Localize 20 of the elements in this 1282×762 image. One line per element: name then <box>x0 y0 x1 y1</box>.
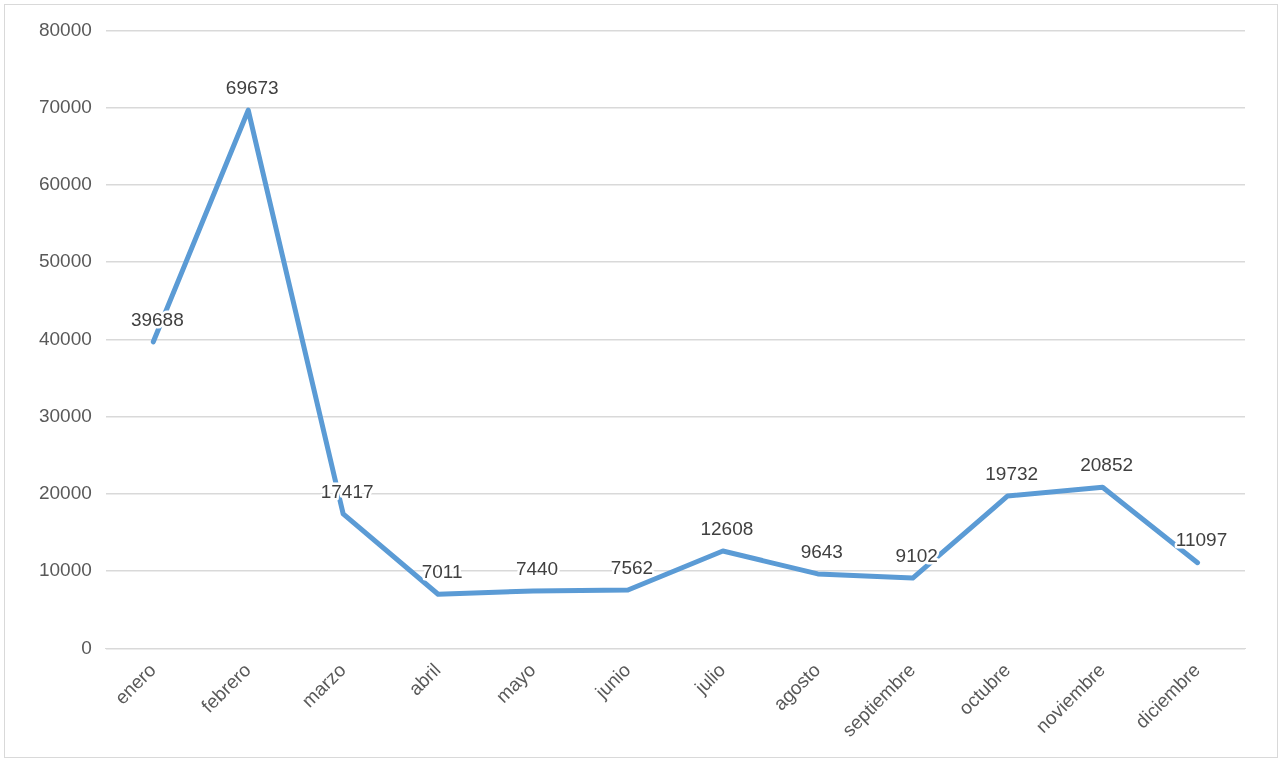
data-label: 19732 <box>985 462 1039 484</box>
data-label: 69673 <box>225 76 279 98</box>
y-tick-label: 30000 <box>38 404 92 426</box>
y-tick-label: 50000 <box>38 250 92 272</box>
data-label: 12608 <box>700 517 754 539</box>
x-tick-label: julio <box>689 659 730 699</box>
y-tick-label: 60000 <box>38 173 92 195</box>
y-tick-label: 10000 <box>38 559 92 581</box>
data-label: 9102 <box>895 544 938 566</box>
data-label: 11097 <box>1175 529 1228 551</box>
data-label: 7562 <box>610 556 654 578</box>
y-tick-label: 70000 <box>38 95 92 117</box>
y-tick-label: 20000 <box>38 482 92 504</box>
y-tick-label: 0 <box>81 636 92 658</box>
data-label: 20852 <box>1080 454 1134 476</box>
y-tick-label: 80000 <box>38 18 92 40</box>
data-label: 9643 <box>800 540 843 562</box>
y-tick-label: 40000 <box>38 327 92 349</box>
data-label: 7011 <box>421 560 463 582</box>
data-label: 7440 <box>515 557 559 579</box>
